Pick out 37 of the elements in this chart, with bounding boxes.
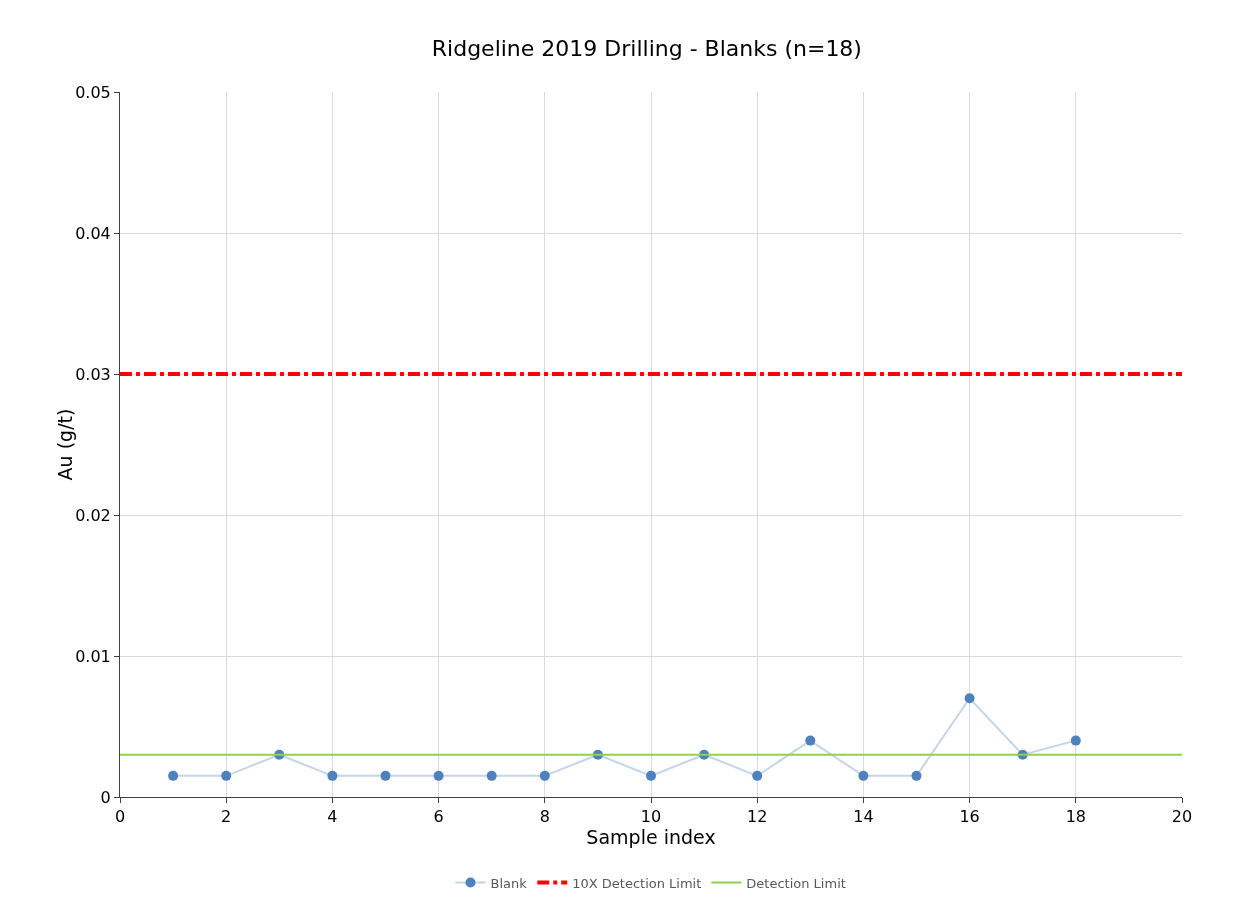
x-tick-label: 14 <box>853 807 874 827</box>
point <box>486 770 497 781</box>
x-tick-label: 10 <box>640 807 662 827</box>
point <box>805 735 816 746</box>
y-tick-label: 0 <box>100 787 111 807</box>
y-tick-label: 0.02 <box>75 505 111 525</box>
x-tick-label: 20 <box>1171 807 1193 827</box>
point <box>1070 735 1081 746</box>
y-axis-title: Au (g/t) <box>54 408 76 481</box>
y-tick-label: 0.05 <box>75 82 111 102</box>
x-tick-label: 4 <box>327 807 338 827</box>
point <box>433 770 444 781</box>
point <box>646 770 656 781</box>
x-tick-label: 0 <box>114 807 126 827</box>
x-axis-title: Sample index <box>586 826 716 849</box>
y-tick-label: 0.03 <box>75 364 111 384</box>
legend-label: 10X Detection Limit <box>572 875 702 891</box>
y-tick-label: 0.04 <box>75 223 111 243</box>
x-tick-label: 16 <box>959 807 980 827</box>
legend-label: Detection Limit <box>746 875 846 891</box>
point <box>858 770 869 781</box>
point <box>911 770 922 781</box>
y-tick-label: 0.01 <box>75 646 111 666</box>
x-tick-label: 6 <box>433 807 444 827</box>
legend-label: Blank <box>490 875 528 891</box>
x-tick-label: 12 <box>747 807 768 827</box>
point <box>380 770 391 781</box>
point <box>964 693 975 704</box>
point <box>327 770 338 781</box>
chart-title: Ridgeline 2019 Drilling - Blanks (n=18) <box>431 36 862 62</box>
x-tick-label: 8 <box>539 807 550 827</box>
point <box>752 770 763 781</box>
x-tick-label: 2 <box>221 807 232 827</box>
x-tick-label: 18 <box>1065 807 1086 827</box>
point <box>168 770 179 781</box>
point <box>539 770 550 781</box>
point <box>221 770 232 781</box>
